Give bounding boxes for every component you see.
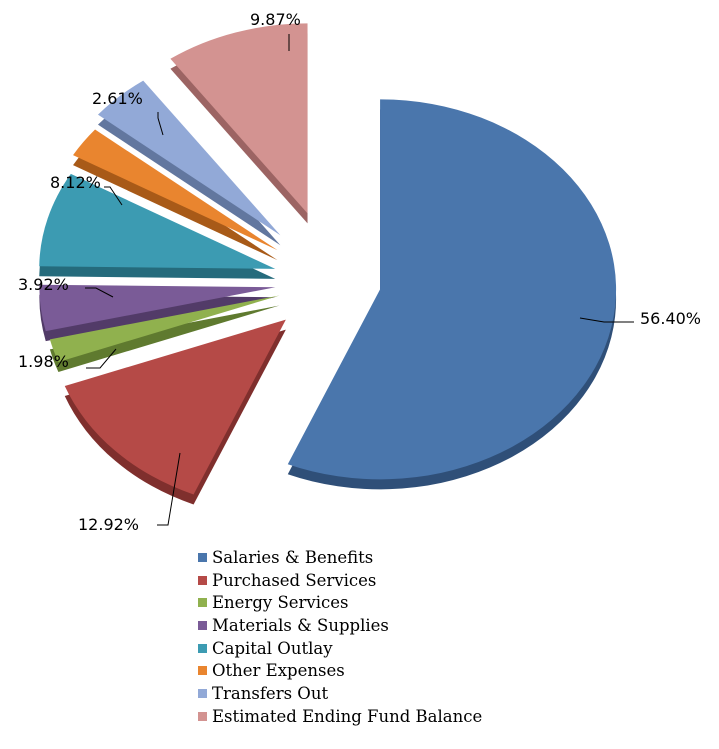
legend-label: Materials & Supplies: [212, 615, 389, 635]
pie-slice-transfers-out: [97, 80, 281, 246]
legend-item-capital-outlay: Capital Outlay: [198, 637, 482, 660]
leader-line-materials-and-supplies: [85, 287, 114, 298]
legend-item-estimated-ending-fund-balance: Estimated Ending Fund Balance: [198, 705, 482, 728]
pie-slice-top-transfers-out: [97, 80, 281, 236]
legend-swatch: [198, 575, 207, 585]
leader-line-purchased-services: [157, 452, 181, 526]
legend-swatch: [198, 620, 207, 630]
legend-label: Transfers Out: [212, 683, 329, 703]
pie-slice-estimated-ending-fund-balance: [170, 23, 308, 224]
legend-label: Capital Outlay: [212, 638, 333, 658]
legend-label: Energy Services: [212, 593, 349, 613]
pie-slice-top-capital-outlay: [39, 173, 276, 269]
legend-swatch: [198, 666, 207, 676]
pie-slice-energy-services: [49, 295, 280, 372]
legend-swatch: [198, 598, 207, 608]
pie-slice-top-purchased-services: [64, 319, 286, 495]
legend-item-purchased-services: Purchased Services: [198, 569, 482, 592]
legend-swatch: [198, 552, 207, 562]
legend-item-transfers-out: Transfers Out: [198, 682, 482, 705]
pie-slice-top-energy-services: [49, 295, 280, 362]
legend-swatch: [198, 643, 207, 653]
data-labels: 56.40% 12.92% 1.98% 3.92% 8.12% 2.61% 9.87%: [18, 10, 701, 534]
legend-label: Other Expenses: [212, 661, 345, 681]
leader-line-energy-services: [86, 348, 117, 369]
pie-chart: 56.40% 12.92% 1.98% 3.92% 8.12% 2.61% 9.87%: [18, 10, 701, 534]
pie-slice-salaries-and-benefits: [287, 99, 617, 490]
leader-line-other-expenses: [157, 112, 164, 136]
legend: Salaries & Benefits Purchased Services Ene…: [198, 546, 482, 728]
pie-slices: [39, 23, 617, 505]
data-label-estimated-ending-fund-balance: 9.87%: [250, 10, 301, 29]
legend-label: Purchased Services: [212, 570, 377, 590]
legend-item-materials-and-supplies: Materials & Supplies: [198, 614, 482, 637]
leader-line-salaries-and-benefits: [579, 317, 634, 323]
legend-swatch: [198, 688, 207, 698]
data-label-purchased-services: 12.92%: [78, 515, 139, 534]
pie-slice-side-energy-services: [49, 305, 280, 372]
legend-label: Salaries & Benefits: [212, 547, 374, 567]
pie-slice-materials-and-supplies: [39, 284, 276, 342]
leader-line-capital-outlay: [104, 186, 123, 206]
legend-item-other-expenses: Other Expenses: [198, 659, 482, 682]
pie-slice-top-salaries-and-benefits: [287, 99, 617, 480]
pie-slice-other-expenses: [73, 129, 278, 261]
pie-slice-top-materials-and-supplies: [39, 284, 276, 332]
legend-item-salaries-and-benefits: Salaries & Benefits: [198, 546, 482, 569]
pie-slice-purchased-services: [64, 319, 286, 505]
legend-swatch: [198, 711, 207, 721]
data-label-materials-and-supplies: 3.92%: [18, 275, 69, 294]
data-label-other-expenses: 2.61%: [92, 89, 143, 108]
legend-item-energy-services: Energy Services: [198, 591, 482, 614]
data-label-capital-outlay: 8.12%: [50, 173, 101, 192]
data-label-energy-services: 1.98%: [18, 352, 69, 371]
data-label-salaries-and-benefits: 56.40%: [640, 309, 701, 328]
pie-slice-top-other-expenses: [73, 129, 278, 251]
legend-label: Estimated Ending Fund Balance: [212, 706, 483, 726]
pie-slice-capital-outlay: [39, 173, 276, 279]
pie-slice-top-estimated-ending-fund-balance: [170, 23, 308, 214]
